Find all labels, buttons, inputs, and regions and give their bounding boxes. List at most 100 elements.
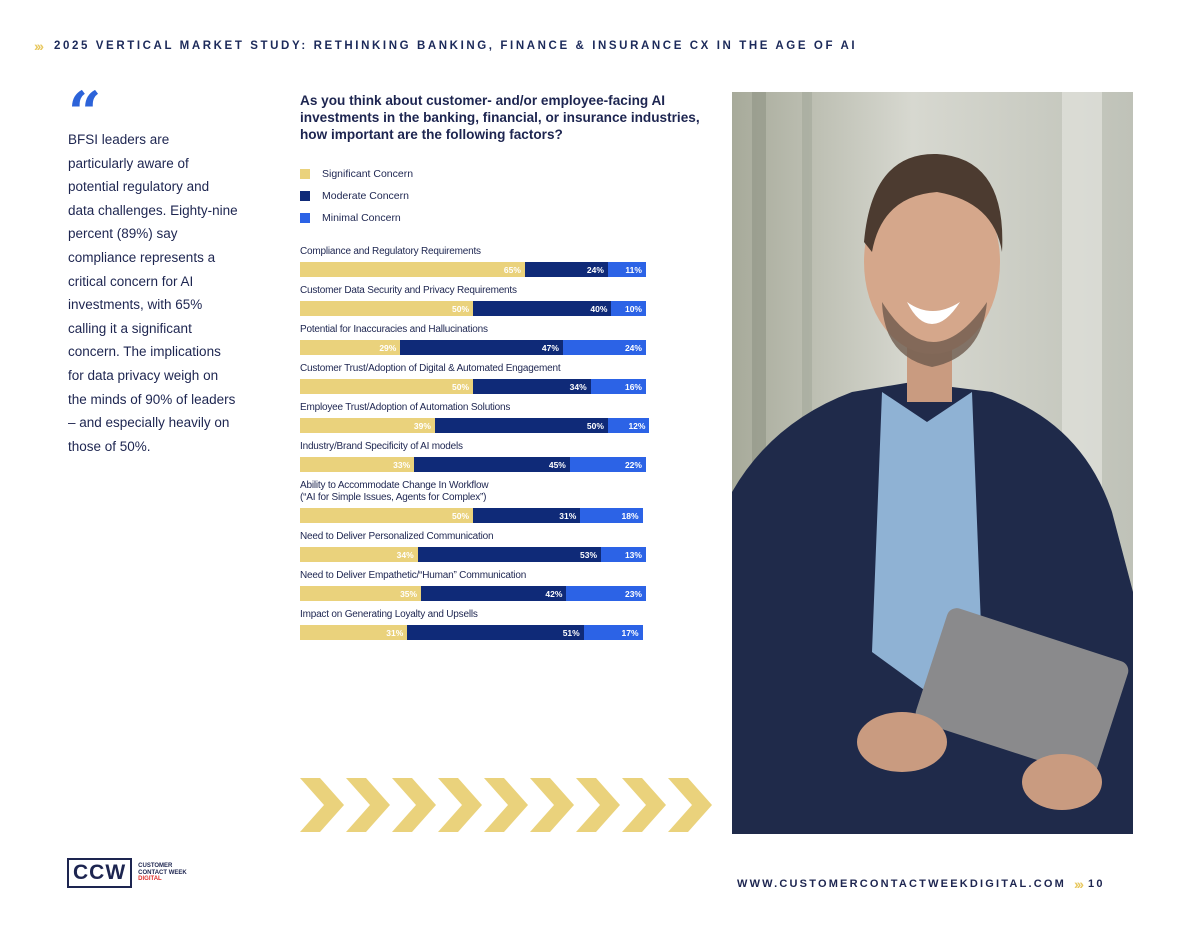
decorative-chevrons-icon xyxy=(300,778,712,832)
stacked-bar-chart: Compliance and Regulatory Requirements 65… xyxy=(300,0,660,700)
data-label-significant: 33% xyxy=(393,459,411,470)
bar-segment-significant: 50% xyxy=(300,301,473,316)
bar-label: Customer Trust/Adoption of Digital & Aut… xyxy=(300,363,561,374)
bar-segment-minimal: 24% xyxy=(562,340,646,355)
data-label-minimal: 11% xyxy=(625,264,642,275)
data-label-moderate: 45% xyxy=(548,459,566,470)
data-label-significant: 31% xyxy=(386,627,404,638)
bar-segment-significant: 35% xyxy=(300,586,422,601)
data-label-minimal: 16% xyxy=(624,381,642,392)
logo-line-2: CONTACT WEEK xyxy=(138,869,187,876)
bar-row: 31% 51% 17% xyxy=(300,625,643,640)
legend-label-significant: Significant Concern xyxy=(322,168,414,180)
data-label-significant: 29% xyxy=(379,342,397,353)
bar-row: 34% 53% 13% xyxy=(300,547,646,562)
page-number: 10 xyxy=(1088,878,1105,890)
legend-label-minimal: Minimal Concern xyxy=(322,212,401,224)
bar-segment-significant: 31% xyxy=(300,625,408,640)
bar-label: Ability to Accommodate Change In Workflo… xyxy=(300,480,489,503)
data-label-moderate: 47% xyxy=(541,342,559,353)
bar-row: 29% 47% 24% xyxy=(300,340,646,355)
bar-label: Industry/Brand Specificity of AI models xyxy=(300,441,463,452)
bar-segment-moderate: 24% xyxy=(524,262,608,277)
bar-label: Employee Trust/Adoption of Automation So… xyxy=(300,402,511,413)
bar-label: Need to Deliver Personalized Communicati… xyxy=(300,531,494,542)
legend-item-significant: Significant Concern xyxy=(300,163,413,185)
bar-segment-moderate: 31% xyxy=(473,508,581,523)
data-label-significant: 50% xyxy=(451,510,469,521)
data-label-minimal: 13% xyxy=(624,549,642,560)
bar-segment-significant: 39% xyxy=(300,418,435,433)
bar-label: Need to Deliver Empathetic/“Human” Commu… xyxy=(300,570,527,581)
data-label-significant: 50% xyxy=(451,303,469,314)
data-label-minimal: 23% xyxy=(624,588,642,599)
bar-segment-moderate: 47% xyxy=(400,340,563,355)
legend-swatch-moderate xyxy=(300,191,310,201)
header-chevron-icon: ››› xyxy=(34,38,44,54)
bar-segment-minimal: 23% xyxy=(566,586,646,601)
data-label-significant: 35% xyxy=(400,588,418,599)
legend-item-moderate: Moderate Concern xyxy=(300,185,413,207)
bar-row: 33% 45% 22% xyxy=(300,457,646,472)
bar-row: 35% 42% 23% xyxy=(300,586,646,601)
bar-segment-minimal: 12% xyxy=(607,418,650,433)
bar-segment-minimal: 17% xyxy=(583,625,643,640)
data-label-moderate: 42% xyxy=(545,588,563,599)
logo-line-3: DIGITAL xyxy=(138,876,162,883)
data-label-moderate: 31% xyxy=(559,510,577,521)
data-label-moderate: 24% xyxy=(586,264,604,275)
bar-segment-significant: 50% xyxy=(300,379,473,394)
bar-label: Compliance and Regulatory Requirements xyxy=(300,246,481,257)
bar-segment-moderate: 34% xyxy=(473,379,591,394)
data-label-minimal: 18% xyxy=(621,510,639,521)
bar-segment-minimal: 10% xyxy=(611,301,646,316)
bar-segment-minimal: 16% xyxy=(590,379,646,394)
bar-segment-significant: 34% xyxy=(300,547,418,562)
bar-segment-significant: 50% xyxy=(300,508,473,523)
footer-chevron-icon: ››› xyxy=(1074,876,1084,892)
bar-segment-minimal: 22% xyxy=(569,457,646,472)
bar-segment-minimal: 18% xyxy=(580,508,643,523)
bar-label: Customer Data Security and Privacy Requi… xyxy=(300,285,517,296)
ccw-logo-text: CUSTOMER CONTACT WEEK DIGITAL xyxy=(138,863,187,883)
bar-segment-significant: 33% xyxy=(300,457,415,472)
legend-label-moderate: Moderate Concern xyxy=(322,190,409,202)
bar-label: Impact on Generating Loyalty and Upsells xyxy=(300,609,478,620)
chart-title: As you think about customer- and/or empl… xyxy=(300,93,700,142)
data-label-minimal: 22% xyxy=(624,459,642,470)
data-label-significant: 39% xyxy=(413,420,431,431)
legend-swatch-significant xyxy=(300,169,310,179)
businessman-photo xyxy=(732,92,1133,834)
quote-icon: “ xyxy=(68,79,102,147)
legend-swatch-minimal xyxy=(300,213,310,223)
bar-segment-moderate: 40% xyxy=(473,301,612,316)
header-title: 2025 VERTICAL MARKET STUDY: RETHINKING B… xyxy=(54,40,858,52)
ccw-logo-mark: CCW xyxy=(67,858,133,888)
bar-segment-moderate: 50% xyxy=(434,418,608,433)
bar-row: 39% 50% 12% xyxy=(300,418,650,433)
bar-segment-significant: 29% xyxy=(300,340,401,355)
bar-row: 65% 24% 11% xyxy=(300,262,646,277)
page-footer: WWW.CUSTOMERCONTACTWEEKDIGITAL.COM ››› 1… xyxy=(737,876,1105,892)
data-label-significant: 65% xyxy=(503,264,521,275)
bar-segment-minimal: 13% xyxy=(601,547,646,562)
footer-url[interactable]: WWW.CUSTOMERCONTACTWEEKDIGITAL.COM xyxy=(737,878,1066,890)
data-label-moderate: 53% xyxy=(579,549,597,560)
bar-segment-moderate: 45% xyxy=(414,457,570,472)
ccw-logo: CCW CUSTOMER CONTACT WEEK DIGITAL xyxy=(67,858,187,888)
data-label-minimal: 17% xyxy=(621,627,639,638)
chart-legend: Significant Concern Moderate Concern Min… xyxy=(300,163,413,229)
data-label-minimal: 10% xyxy=(624,303,642,314)
bar-segment-moderate: 42% xyxy=(421,586,567,601)
data-label-significant: 50% xyxy=(451,381,469,392)
logo-line-1: CUSTOMER xyxy=(138,863,173,870)
data-label-significant: 34% xyxy=(396,549,414,560)
bar-label: Potential for Inaccuracies and Hallucina… xyxy=(300,324,488,335)
data-label-moderate: 40% xyxy=(590,303,608,314)
data-label-moderate: 50% xyxy=(586,420,604,431)
bar-row: 50% 34% 16% xyxy=(300,379,646,394)
sidebar-quote-text: BFSI leaders are particularly aware of p… xyxy=(68,132,238,454)
data-label-moderate: 51% xyxy=(562,627,580,638)
data-label-minimal: 24% xyxy=(624,342,642,353)
bar-segment-moderate: 53% xyxy=(417,547,601,562)
